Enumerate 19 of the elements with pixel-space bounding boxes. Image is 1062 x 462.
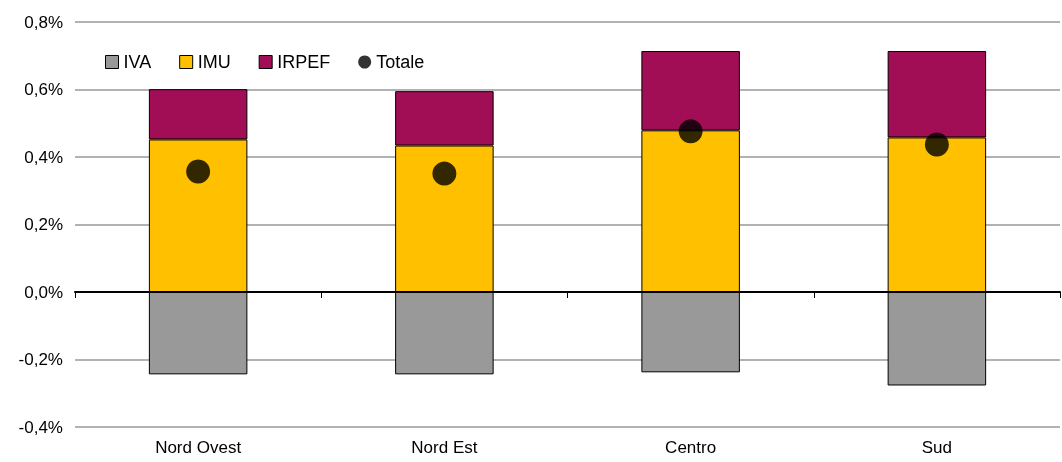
x-tick-label: Sud [921,438,952,457]
y-tick-label: 0,4% [24,147,63,167]
point [678,119,703,144]
x-tick-label: Centro [665,438,717,457]
y-tick-label: 0,0% [24,282,63,302]
y-tick-label: 0,6% [24,80,63,99]
x-tick-label: Nord Ovest [155,438,242,457]
point [186,159,211,184]
x-tick-label: Nord Est [411,438,478,457]
y-tick-label: -0,2% [18,350,63,369]
y-tick-label: -0,4% [18,417,63,437]
legend-label: IMU [197,52,231,72]
legend-label: IRPEF [277,52,331,72]
legend-label: IVA [123,52,152,72]
y-tick-label: 0,2% [24,215,63,234]
legend-label: Totale [376,52,425,72]
point [924,132,949,157]
point [432,161,457,186]
y-tick-label: 0,8% [24,12,63,32]
